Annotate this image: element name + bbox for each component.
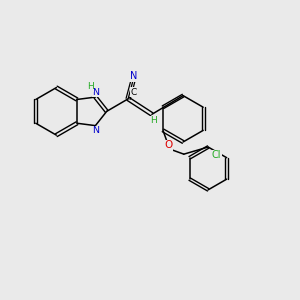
Text: N: N bbox=[92, 88, 100, 97]
Text: H: H bbox=[87, 82, 93, 91]
Text: O: O bbox=[164, 140, 173, 150]
Text: Cl: Cl bbox=[212, 150, 221, 161]
Text: N: N bbox=[130, 71, 137, 81]
Text: N: N bbox=[92, 126, 100, 135]
Text: H: H bbox=[150, 116, 156, 125]
Text: C: C bbox=[130, 88, 136, 97]
